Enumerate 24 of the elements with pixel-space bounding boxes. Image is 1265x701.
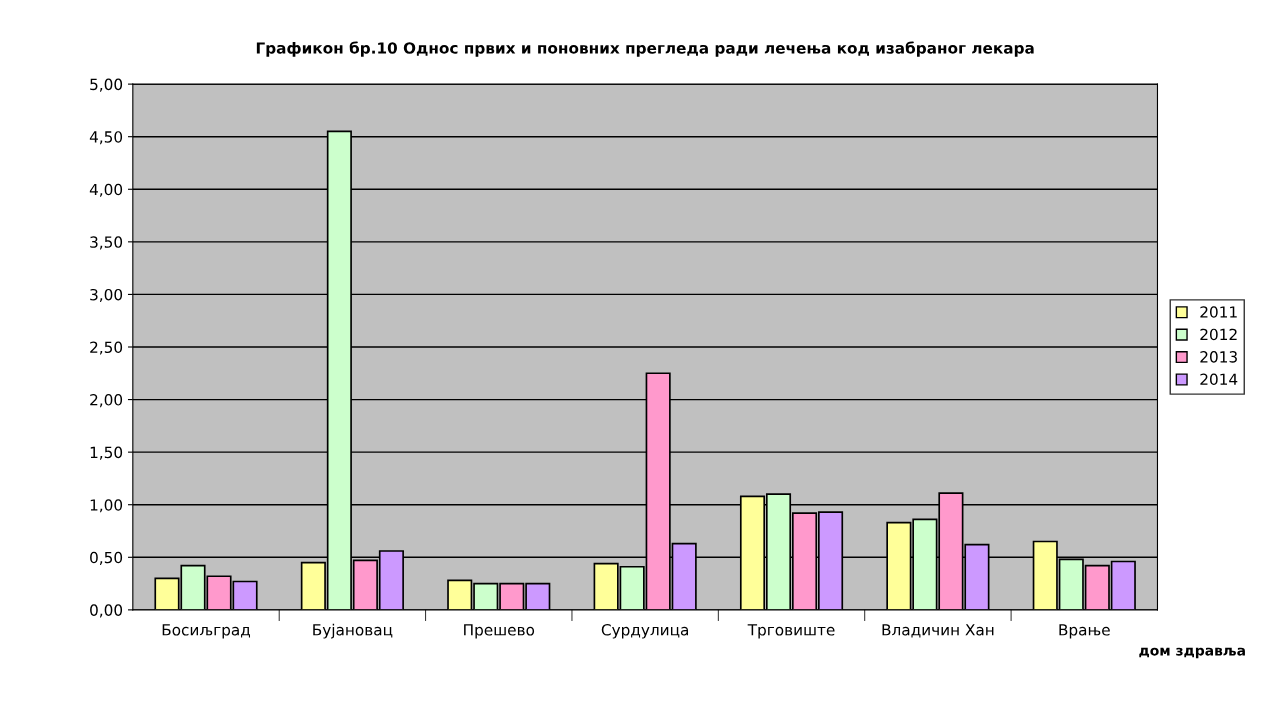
legend-label: 2014 [1200, 373, 1238, 386]
y-tick-label: 2,00 [90, 394, 123, 408]
x-tick-label: Босиљград [162, 624, 251, 639]
legend-label: 2011 [1200, 306, 1237, 318]
y-tick-label: 1,50 [90, 446, 123, 460]
legend-label: 2013 [1200, 351, 1237, 363]
x-tick-label: Врање [1059, 624, 1110, 639]
y-tick-label: 0,50 [90, 551, 123, 565]
y-tick-label: 1,00 [90, 499, 123, 513]
x-tick-label: Владичин Хан [882, 624, 994, 638]
chart-title: Графикон бр.10 Однос првих и поновних прегледа ради лечења код изабраног лекара [256, 41, 1034, 57]
y-tick-label: 3,00 [90, 288, 123, 302]
x-tick-label: Трговиште [747, 624, 835, 639]
x-tick-label: Бујановац [313, 623, 393, 639]
x-tick-label: Прешево [464, 624, 535, 639]
y-tick-label: 4,50 [89, 131, 123, 145]
x-tick-label: Сурдулица [601, 624, 688, 639]
y-tick-label: 0,00 [90, 604, 123, 618]
legend-label: 2012 [1200, 328, 1237, 341]
x-axis-title: дом здравља [1139, 647, 1245, 659]
y-tick-label: 4,00 [89, 183, 123, 197]
y-tick-label: 5,00 [90, 78, 123, 92]
y-tick-label: 3,50 [90, 236, 123, 250]
y-tick-label: 2,50 [90, 341, 123, 355]
